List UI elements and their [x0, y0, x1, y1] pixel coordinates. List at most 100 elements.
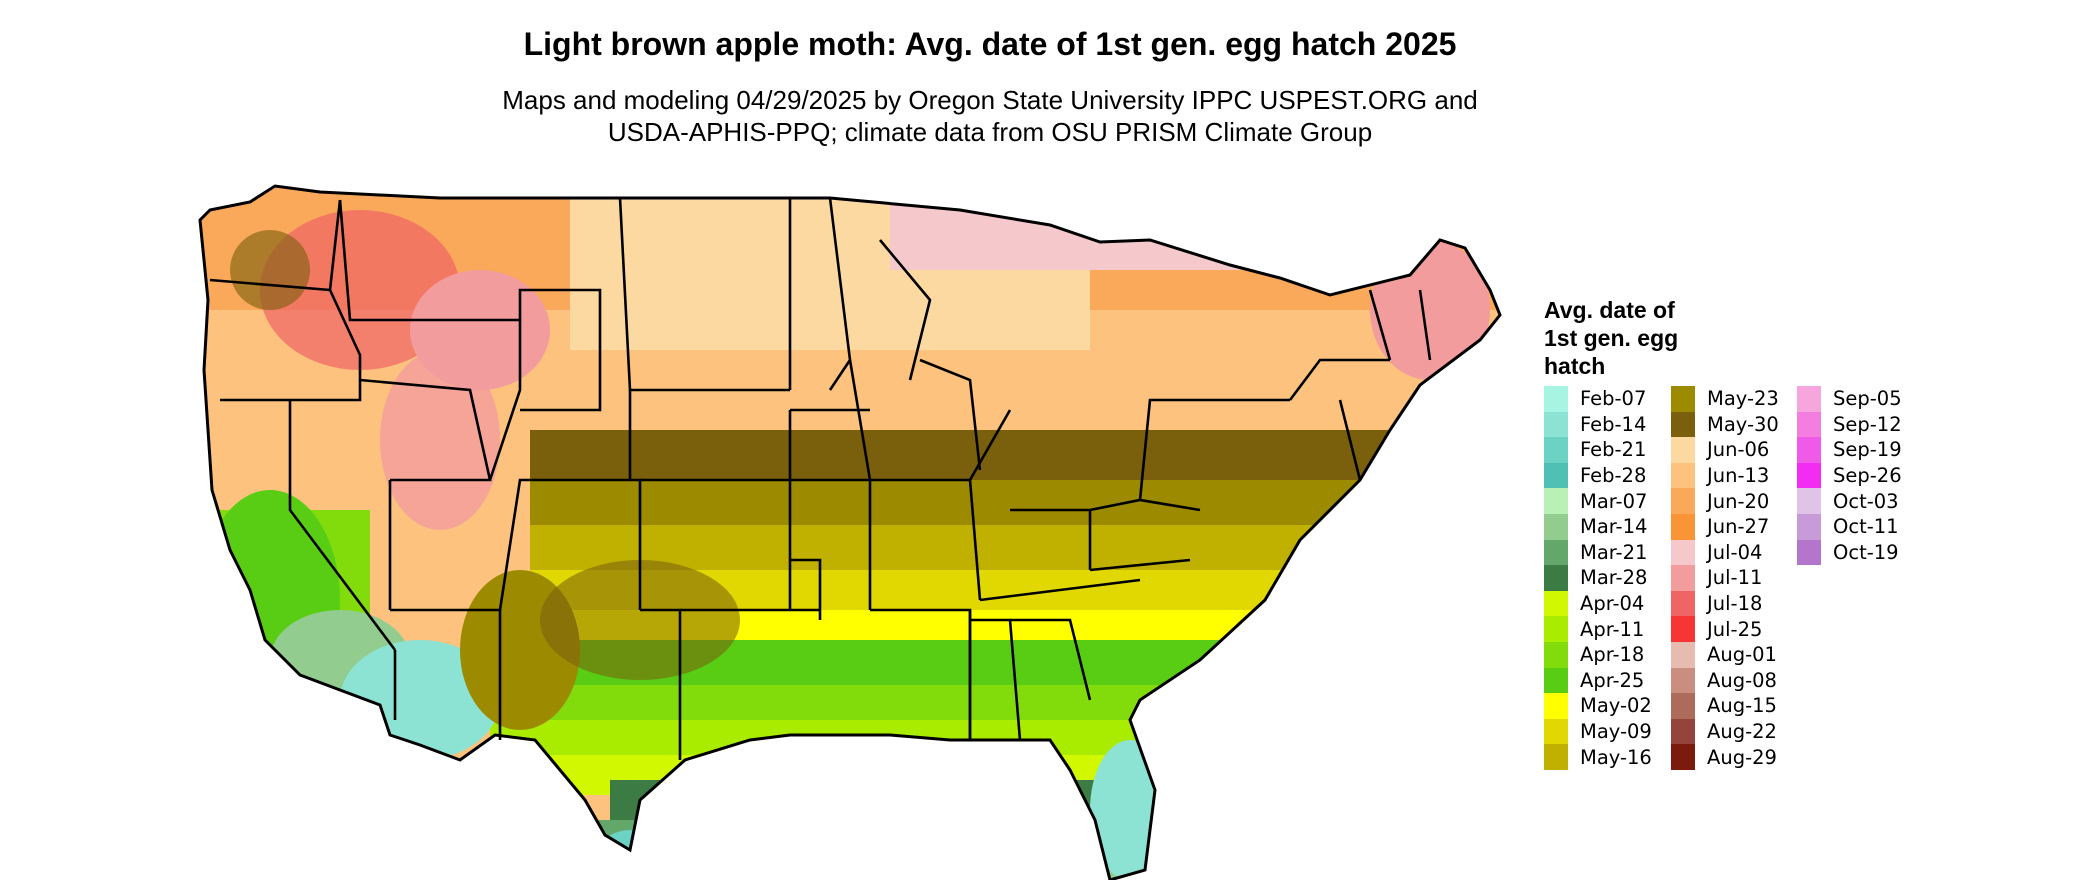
legend-swatch	[1671, 411, 1695, 438]
legend-label: May-02	[1580, 694, 1652, 718]
map-subtitle: Maps and modeling 04/29/2025 by Oregon S…	[0, 84, 1980, 148]
legend-swatch	[1671, 488, 1695, 514]
legend-item: Jun-27	[1671, 513, 1779, 540]
legend-swatch	[1797, 411, 1821, 438]
legend-swatch	[1671, 667, 1695, 694]
legend-swatch	[1544, 718, 1568, 745]
legend-label: Feb-28	[1580, 464, 1647, 488]
legend-swatch	[1544, 411, 1568, 438]
legend-label: Mar-14	[1580, 515, 1648, 539]
legend-item: Feb-14	[1544, 411, 1652, 438]
legend-swatch	[1544, 616, 1568, 642]
legend-swatch	[1671, 590, 1695, 617]
subtitle-line-1: Maps and modeling 04/29/2025 by Oregon S…	[502, 85, 1478, 115]
legend-label: Apr-18	[1580, 643, 1645, 667]
legend-label: Oct-19	[1833, 540, 1899, 564]
legend-label: Jun-13	[1707, 464, 1770, 488]
legend-swatch	[1671, 462, 1695, 489]
legend-label: Jul-04	[1707, 540, 1763, 564]
legend-title-line-3: hatch	[1544, 353, 1606, 379]
legend-swatch	[1544, 641, 1568, 668]
legend-item: May-30	[1671, 411, 1779, 438]
legend-item: May-16	[1544, 744, 1652, 770]
legend-label: Jul-11	[1707, 566, 1763, 590]
legend-item: Apr-04	[1544, 590, 1652, 617]
legend-item: Jun-13	[1671, 462, 1779, 489]
legend-label: Sep-05	[1833, 387, 1902, 411]
legend-swatch	[1671, 744, 1695, 770]
legend-label: Apr-04	[1580, 592, 1645, 616]
legend-item: Aug-08	[1671, 667, 1779, 694]
legend-label: Jun-27	[1707, 515, 1770, 539]
legend-label: Feb-07	[1580, 387, 1647, 411]
legend-item: Oct-19	[1797, 539, 1902, 566]
legend-label: Sep-12	[1833, 412, 1902, 436]
legend-label: Aug-22	[1707, 720, 1777, 744]
legend-swatch	[1671, 565, 1695, 591]
legend-item: Mar-14	[1544, 513, 1652, 540]
legend-title-line-2: 1st gen. egg	[1544, 325, 1679, 351]
legend-swatch	[1671, 641, 1695, 668]
us-egg-hatch-map	[198, 184, 1502, 880]
legend-label: Sep-19	[1833, 438, 1902, 462]
legend-label: Oct-03	[1833, 489, 1899, 513]
legend-label: Jun-20	[1707, 489, 1770, 513]
legend-item: May-23	[1671, 386, 1779, 412]
legend-label: Mar-28	[1580, 566, 1648, 590]
legend-item: Sep-12	[1797, 411, 1902, 438]
legend-item: Sep-19	[1797, 437, 1902, 463]
legend-item: Aug-22	[1671, 718, 1779, 745]
legend-label: Jul-18	[1707, 592, 1763, 616]
legend-item: Jul-04	[1671, 539, 1779, 566]
legend-item: Jul-18	[1671, 590, 1779, 617]
legend-label: May-30	[1707, 412, 1779, 436]
legend-item: Apr-18	[1544, 641, 1652, 668]
legend-item: Aug-15	[1671, 693, 1779, 719]
legend-swatch	[1797, 437, 1821, 463]
subtitle-line-2: USDA-APHIS-PPQ; climate data from OSU PR…	[607, 117, 1373, 147]
legend-swatch	[1671, 616, 1695, 642]
legend-label: Feb-21	[1580, 438, 1647, 462]
legend-swatch	[1544, 565, 1568, 591]
legend-label: Apr-11	[1580, 617, 1645, 641]
legend-swatch	[1671, 693, 1695, 719]
legend-title-line-1: Avg. date of	[1544, 297, 1675, 323]
legend-column-3: Sep-05 Sep-12 Sep-19 Sep-26 Oct-03 Oct-11 Oct-…	[1797, 386, 1902, 566]
legend-swatch	[1544, 744, 1568, 770]
legend-swatch	[1671, 386, 1695, 412]
legend-label: Aug-29	[1707, 745, 1777, 769]
legend-item: Mar-28	[1544, 565, 1652, 591]
legend-swatch	[1671, 513, 1695, 540]
legend-swatch	[1797, 488, 1821, 514]
legend-label: May-23	[1707, 387, 1779, 411]
legend-label: Aug-15	[1707, 694, 1777, 718]
legend-item: Apr-25	[1544, 667, 1652, 694]
legend-swatch	[1544, 513, 1568, 540]
legend-item: Jun-06	[1671, 437, 1779, 463]
legend-label: Aug-08	[1707, 668, 1777, 692]
legend-item: Aug-29	[1671, 744, 1779, 770]
legend-swatch	[1544, 693, 1568, 719]
legend-swatch	[1544, 386, 1568, 412]
legend-item: May-02	[1544, 693, 1652, 719]
legend-swatch	[1797, 513, 1821, 540]
legend-swatch	[1544, 590, 1568, 617]
legend-swatch	[1544, 667, 1568, 694]
legend-label: Aug-01	[1707, 643, 1777, 667]
legend-swatch	[1544, 488, 1568, 514]
legend-label: Mar-21	[1580, 540, 1648, 564]
legend-swatch	[1671, 718, 1695, 745]
legend-item: Jul-25	[1671, 616, 1779, 642]
legend-item: Mar-21	[1544, 539, 1652, 566]
legend-swatch	[1544, 539, 1568, 566]
legend-item: Aug-01	[1671, 641, 1779, 668]
legend-item: Feb-21	[1544, 437, 1652, 463]
legend-label: Apr-25	[1580, 668, 1645, 692]
legend-item: Sep-26	[1797, 462, 1902, 489]
legend-label: Feb-14	[1580, 412, 1647, 436]
legend-item: Oct-11	[1797, 513, 1902, 540]
legend-label: Oct-11	[1833, 515, 1899, 539]
legend-column-1: Feb-07 Feb-14 Feb-21 Feb-28 Mar-07 Mar-14 Mar-…	[1544, 386, 1652, 770]
legend-swatch	[1544, 437, 1568, 463]
legend-item: Feb-07	[1544, 386, 1652, 412]
